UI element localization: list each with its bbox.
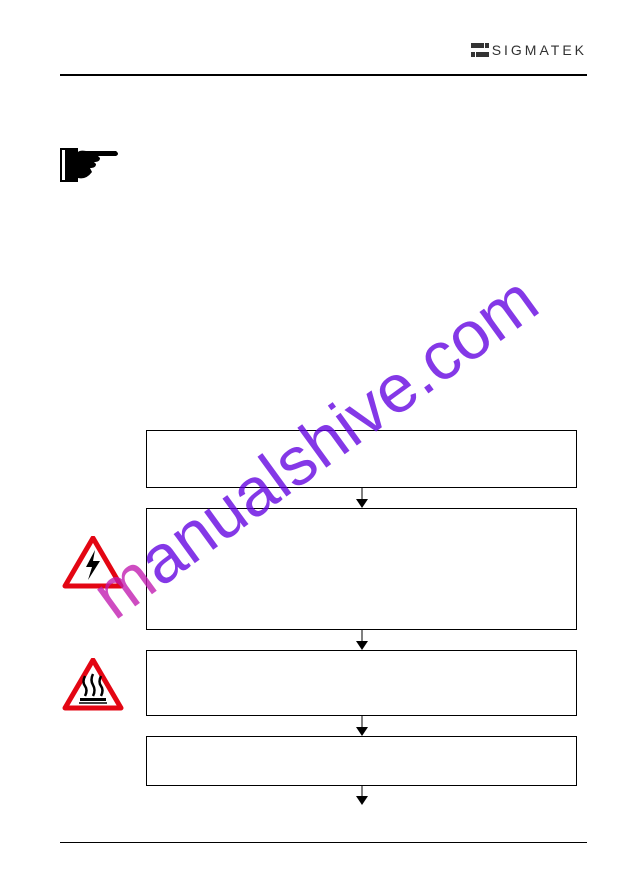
sigmatek-logo-mark-icon: [471, 43, 489, 57]
footer-divider: [60, 842, 587, 843]
flowchart-arrow: [356, 488, 368, 508]
flowchart-step-4: [146, 736, 577, 786]
flowchart-arrow: [356, 630, 368, 650]
pointing-hand-info-icon: [60, 144, 120, 186]
flowchart-arrow: [356, 785, 368, 805]
flowchart: [146, 430, 577, 786]
brand-logo: SIGMATEK: [471, 42, 587, 58]
brand-name: SIGMATEK: [492, 42, 587, 58]
flowchart-step-1: [146, 430, 577, 488]
high-voltage-warning-icon: [62, 536, 124, 590]
flowchart-step-2: [146, 508, 577, 630]
flowchart-step-3: [146, 650, 577, 716]
flowchart-arrow: [356, 716, 368, 736]
header-divider: [60, 74, 587, 76]
hot-surface-warning-icon: [62, 658, 124, 712]
